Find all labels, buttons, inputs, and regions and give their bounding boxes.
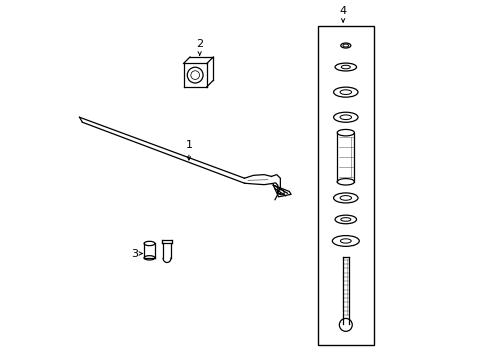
Text: 1: 1 (185, 140, 192, 149)
Text: 3: 3 (131, 248, 138, 258)
Text: 2: 2 (196, 39, 203, 49)
Bar (317, 26, 373, 345)
Text: 4: 4 (339, 6, 346, 16)
